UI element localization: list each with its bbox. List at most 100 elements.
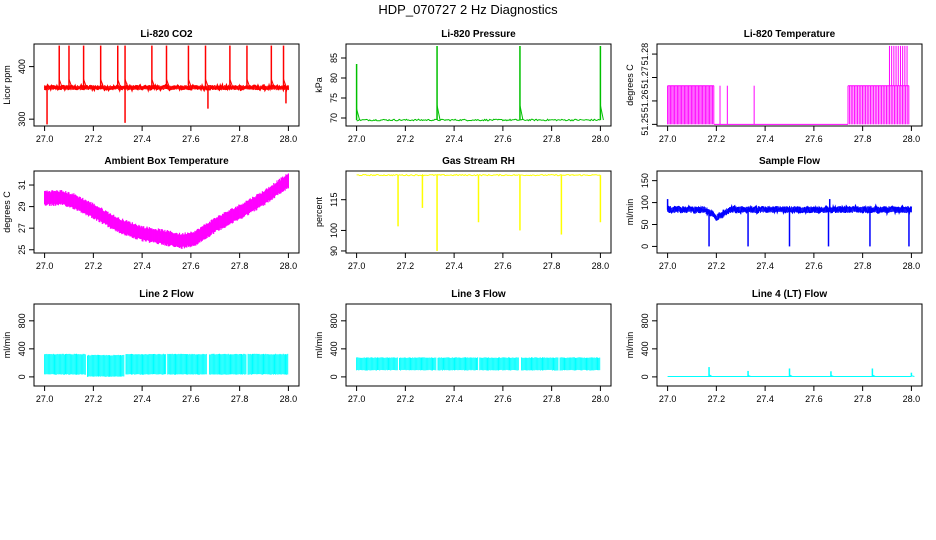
x-tick-label: 27.2 <box>85 134 103 144</box>
x-tick-label: 27.0 <box>659 134 677 144</box>
chart-title: Li-820 Temperature <box>744 29 836 40</box>
y-axis-label: kPa <box>314 77 324 93</box>
x-tick-label: 27.2 <box>85 261 103 271</box>
spike-tail <box>270 79 275 88</box>
x-axis: 27.0 27.2 27.4 27.6 27.8 28.0 <box>659 386 920 404</box>
spike-tail <box>283 79 287 88</box>
y-tick-label: 0 <box>640 374 650 379</box>
x-tick-label: 27.0 <box>36 394 54 404</box>
y-tick-label: 90 <box>329 246 339 256</box>
data-series <box>356 357 601 371</box>
x-tick-label: 27.4 <box>445 394 463 404</box>
x-tick-label: 27.6 <box>494 134 512 144</box>
x-tick-label: 27.0 <box>348 394 366 404</box>
spike-tail <box>747 374 752 378</box>
spike-tail <box>124 79 129 88</box>
y-tick-label: 0 <box>640 244 650 249</box>
y-axis: 25 27 29 31 <box>17 180 34 255</box>
data-series <box>43 45 290 125</box>
spike-tail <box>708 374 713 377</box>
chart-title: Li-820 Pressure <box>441 29 516 40</box>
spike-tail <box>599 105 604 121</box>
spike-tail <box>229 79 234 88</box>
y-axis-label: percent <box>314 196 324 227</box>
x-tick-label: 28.0 <box>280 134 298 144</box>
plot-frame <box>656 43 923 127</box>
spike-tail <box>117 79 122 88</box>
data-series <box>44 353 289 377</box>
y-tick-label: 31 <box>17 180 27 190</box>
x-tick-label: 27.8 <box>543 134 561 144</box>
x-axis: 27.0 27.2 27.4 27.6 27.8 28.0 <box>659 126 920 144</box>
x-tick-label: 27.0 <box>659 394 677 404</box>
chart-title: Line 2 Flow <box>139 289 194 300</box>
spike-tail <box>68 79 73 88</box>
x-tick-label: 28.0 <box>903 134 921 144</box>
figure-title: HDP_070727 2 Hz Diagnostics <box>378 2 558 17</box>
x-axis: 27.0 27.2 27.4 27.6 27.8 28.0 <box>36 126 297 144</box>
plot-frame <box>345 170 612 254</box>
spike-tail <box>58 79 63 88</box>
x-tick-label: 27.6 <box>805 134 823 144</box>
x-tick-label: 27.2 <box>397 394 415 404</box>
y-tick-label: 51.25 <box>640 113 650 136</box>
data-series <box>355 46 604 122</box>
x-tick-label: 27.0 <box>348 261 366 271</box>
spike-tail <box>83 79 88 88</box>
x-tick-label: 27.0 <box>348 134 366 144</box>
y-tick-label: 29 <box>17 202 27 212</box>
x-axis: 27.0 27.2 27.4 27.6 27.8 28.0 <box>348 126 609 144</box>
y-tick-label: 70 <box>329 113 339 123</box>
x-axis: 27.0 27.2 27.4 27.6 27.8 28.0 <box>36 253 297 271</box>
spike-tail <box>151 79 156 88</box>
x-axis: 27.0 27.2 27.4 27.6 27.8 28.0 <box>348 253 609 271</box>
chart-title: Li-820 CO2 <box>140 29 193 40</box>
x-tick-label: 28.0 <box>903 394 921 404</box>
chart-panel-5: Gas Stream RH percent 27.0 27.2 27.4 27.6 27.8… <box>314 156 612 271</box>
spike-tail <box>830 375 835 378</box>
series-line <box>356 118 601 122</box>
x-tick-label: 27.4 <box>756 134 774 144</box>
x-tick-label: 27.8 <box>543 394 561 404</box>
x-tick-label: 27.6 <box>182 134 200 144</box>
x-axis: 27.0 27.2 27.4 27.6 27.8 28.0 <box>348 386 609 404</box>
plot-frame <box>345 303 612 387</box>
x-tick-label: 27.8 <box>231 394 249 404</box>
y-tick-label: 100 <box>640 195 650 210</box>
chart-title: Ambient Box Temperature <box>104 156 229 167</box>
spike-tail <box>205 79 209 88</box>
y-tick-label: 300 <box>17 112 27 127</box>
data-series <box>666 199 913 247</box>
x-axis: 27.0 27.2 27.4 27.6 27.8 28.0 <box>36 386 297 404</box>
y-tick-label: 85 <box>329 53 339 63</box>
chart-panel-7: Line 2 Flow ml/min 27.0 27.2 27.4 27.6 27.8 28.… <box>2 289 300 404</box>
y-tick-label: 115 <box>329 193 339 207</box>
spike-tail <box>667 207 671 210</box>
y-axis-label: ml/min <box>2 332 12 359</box>
chart-panel-4: Ambient Box Temperature degrees C 27.0 27.2… <box>2 156 300 271</box>
chart-panel-2: Li-820 Pressure kPa 27.0 27.2 27.4 27.6 27.8 28… <box>314 29 612 144</box>
x-tick-label: 27.8 <box>543 261 561 271</box>
spike-tail <box>519 105 524 121</box>
x-tick-label: 27.8 <box>231 261 249 271</box>
y-axis: 0 400 800 <box>329 313 346 379</box>
spike-tail <box>829 207 834 210</box>
x-tick-label: 27.4 <box>133 134 151 144</box>
y-axis: 70 75 80 85 <box>329 53 346 123</box>
y-axis: 0 400 800 <box>17 313 34 379</box>
x-axis: 27.0 27.2 27.4 27.6 27.8 28.0 <box>659 253 920 271</box>
x-tick-label: 27.4 <box>756 261 774 271</box>
data-series <box>667 45 910 125</box>
y-axis-label: degrees C <box>625 64 635 106</box>
plot-frame <box>33 170 300 254</box>
plot-frame <box>33 43 300 127</box>
x-tick-label: 27.2 <box>397 261 415 271</box>
y-axis: 300 400 <box>17 59 34 127</box>
y-tick-label: 51.27 <box>640 66 650 89</box>
y-axis: 0 50 100 150 <box>640 173 657 249</box>
x-tick-label: 27.6 <box>494 394 512 404</box>
y-tick-label: 400 <box>17 341 27 356</box>
x-tick-label: 27.6 <box>494 261 512 271</box>
